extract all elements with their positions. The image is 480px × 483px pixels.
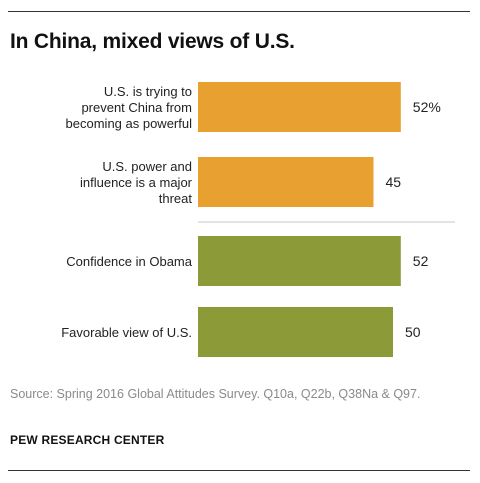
category-label-1-0: U.S. power and (102, 159, 192, 174)
category-label-1-2: threat (159, 191, 193, 206)
bar-3 (198, 307, 393, 357)
source-note: Source: Spring 2016 Global Attitudes Sur… (10, 387, 421, 401)
top-rule (8, 11, 470, 12)
value-label-1: 45 (386, 174, 402, 190)
bar-2 (198, 236, 401, 286)
bar-1 (198, 157, 374, 207)
category-label-0-1: prevent China from (81, 100, 192, 115)
bottom-rule (8, 470, 470, 471)
category-label-3-0: Favorable view of U.S. (61, 325, 192, 340)
value-label-0: 52% (413, 99, 441, 115)
category-label-2-0: Confidence in Obama (66, 254, 193, 269)
category-label-0-0: U.S. is trying to (104, 84, 192, 99)
category-label-1-1: influence is a major (80, 175, 193, 190)
value-label-3: 50 (405, 324, 421, 340)
value-label-2: 52 (413, 253, 429, 269)
bar-0 (198, 82, 401, 132)
organization-label: PEW RESEARCH CENTER (10, 433, 165, 447)
chart-title: In China, mixed views of U.S. (10, 30, 295, 53)
category-label-0-2: becoming as powerful (66, 116, 193, 131)
